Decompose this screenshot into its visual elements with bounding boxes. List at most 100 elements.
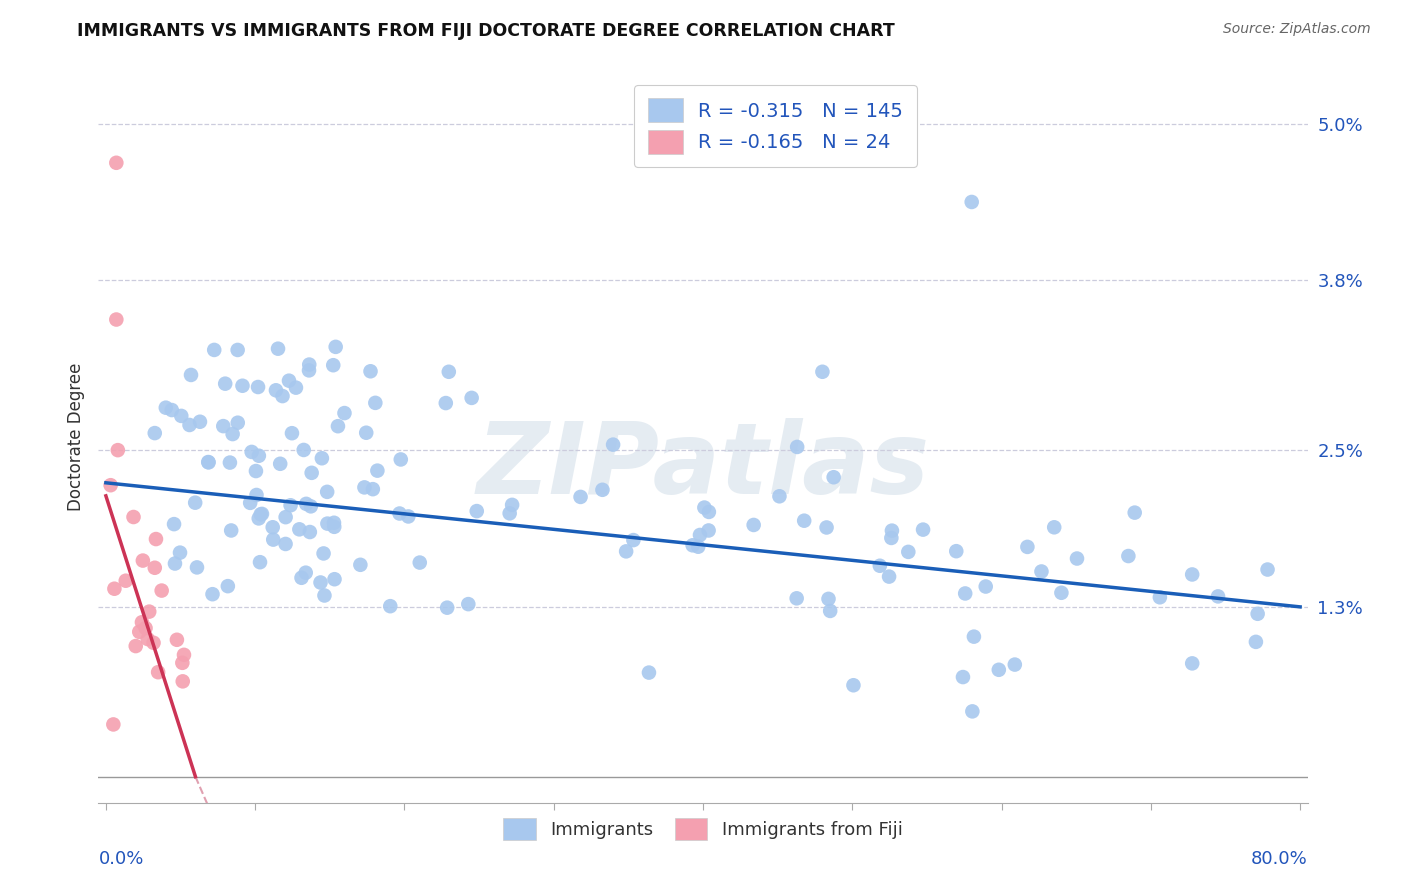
Point bbox=[267, 342, 290, 356]
Point bbox=[184, 496, 207, 510]
Point bbox=[1004, 657, 1026, 672]
Point bbox=[288, 522, 311, 536]
Point bbox=[333, 406, 356, 420]
Point bbox=[688, 540, 710, 554]
Point bbox=[1031, 565, 1053, 579]
Y-axis label: Doctorate Degree: Doctorate Degree bbox=[66, 363, 84, 511]
Point bbox=[135, 621, 157, 635]
Point bbox=[298, 358, 321, 372]
Point bbox=[1206, 590, 1229, 604]
Text: 0.0%: 0.0% bbox=[98, 850, 143, 868]
Point bbox=[142, 636, 165, 650]
Point bbox=[693, 500, 716, 515]
Point bbox=[219, 456, 242, 470]
Point bbox=[823, 470, 845, 484]
Point bbox=[880, 524, 903, 538]
Point bbox=[292, 442, 315, 457]
Point bbox=[163, 517, 186, 532]
Point bbox=[170, 409, 193, 423]
Point bbox=[143, 426, 166, 441]
Point bbox=[100, 478, 122, 492]
Point bbox=[298, 524, 321, 539]
Point bbox=[271, 389, 294, 403]
Point bbox=[201, 587, 224, 601]
Point bbox=[987, 663, 1010, 677]
Point bbox=[278, 374, 301, 388]
Point bbox=[299, 500, 322, 514]
Point bbox=[460, 391, 482, 405]
Point bbox=[1181, 657, 1204, 671]
Point bbox=[281, 426, 304, 441]
Point bbox=[250, 507, 273, 521]
Point bbox=[434, 396, 457, 410]
Point bbox=[294, 566, 316, 580]
Point bbox=[231, 378, 253, 392]
Point bbox=[638, 665, 661, 680]
Point bbox=[361, 482, 384, 496]
Point bbox=[682, 538, 704, 552]
Point bbox=[323, 520, 346, 534]
Point bbox=[103, 582, 125, 596]
Point bbox=[202, 343, 225, 357]
Point bbox=[274, 537, 297, 551]
Point bbox=[842, 678, 865, 692]
Point bbox=[247, 380, 270, 394]
Point bbox=[974, 580, 997, 594]
Point bbox=[786, 440, 808, 454]
Text: ZIPatlas: ZIPatlas bbox=[477, 417, 929, 515]
Point bbox=[316, 484, 339, 499]
Point bbox=[262, 520, 284, 534]
Point bbox=[952, 670, 974, 684]
Point bbox=[897, 545, 920, 559]
Point bbox=[166, 632, 188, 647]
Point bbox=[150, 583, 173, 598]
Point bbox=[301, 466, 323, 480]
Point bbox=[1066, 551, 1088, 566]
Point bbox=[465, 504, 488, 518]
Point bbox=[501, 498, 523, 512]
Point bbox=[309, 575, 332, 590]
Point bbox=[146, 665, 169, 680]
Point bbox=[269, 457, 291, 471]
Point bbox=[818, 604, 841, 618]
Point bbox=[602, 437, 624, 451]
Point bbox=[105, 155, 128, 169]
Point bbox=[226, 416, 249, 430]
Point bbox=[298, 363, 321, 377]
Point bbox=[912, 523, 935, 537]
Point bbox=[311, 451, 333, 466]
Point bbox=[962, 705, 984, 719]
Point bbox=[128, 624, 150, 639]
Point bbox=[172, 674, 194, 689]
Point bbox=[132, 553, 155, 567]
Point bbox=[963, 630, 986, 644]
Point bbox=[353, 480, 375, 494]
Point bbox=[793, 514, 815, 528]
Point bbox=[437, 365, 460, 379]
Point bbox=[274, 510, 297, 524]
Point bbox=[768, 489, 790, 503]
Point bbox=[742, 518, 765, 533]
Point bbox=[163, 557, 186, 571]
Point bbox=[364, 396, 387, 410]
Point bbox=[1017, 540, 1039, 554]
Point bbox=[173, 648, 195, 662]
Point bbox=[815, 520, 838, 534]
Point bbox=[122, 510, 145, 524]
Point bbox=[197, 455, 219, 469]
Point bbox=[354, 425, 377, 440]
Point bbox=[869, 558, 891, 573]
Point bbox=[388, 507, 411, 521]
Point bbox=[409, 556, 432, 570]
Point bbox=[569, 490, 592, 504]
Point bbox=[136, 632, 159, 646]
Point bbox=[1149, 591, 1171, 605]
Point bbox=[180, 368, 202, 382]
Text: IMMIGRANTS VS IMMIGRANTS FROM FIJI DOCTORATE DEGREE CORRELATION CHART: IMMIGRANTS VS IMMIGRANTS FROM FIJI DOCTO… bbox=[77, 22, 896, 40]
Point bbox=[1118, 549, 1140, 563]
Text: Source: ZipAtlas.com: Source: ZipAtlas.com bbox=[1223, 22, 1371, 37]
Point bbox=[366, 464, 388, 478]
Point bbox=[591, 483, 613, 497]
Point bbox=[239, 496, 262, 510]
Point bbox=[457, 597, 479, 611]
